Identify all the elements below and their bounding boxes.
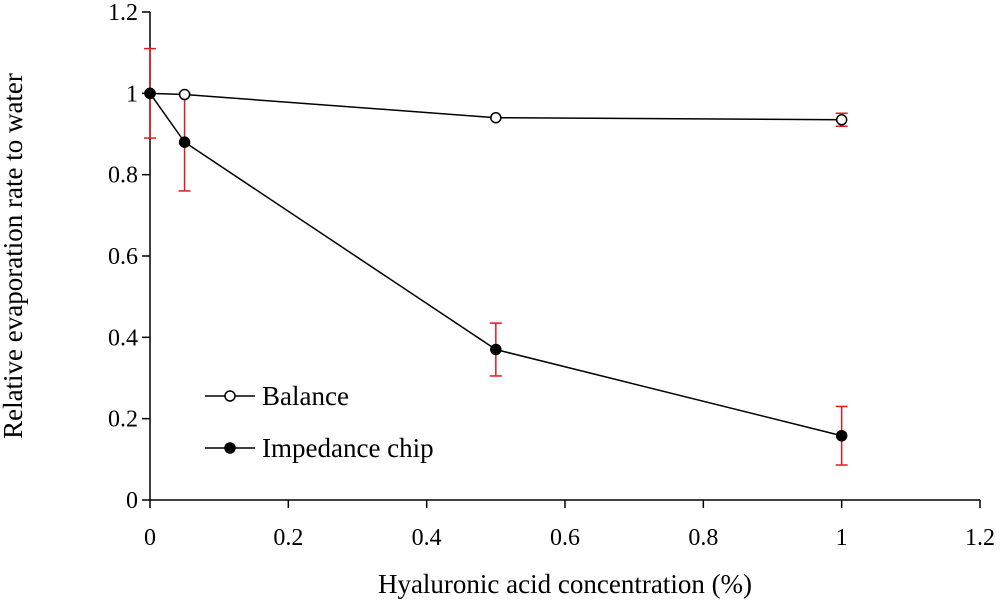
- y-tick-label: 0: [126, 488, 138, 514]
- y-tick-label: 0.6: [108, 244, 138, 270]
- point-impedance-chip: [144, 87, 156, 100]
- y-tick-label: 0.4: [108, 325, 138, 351]
- point-impedance-chip: [178, 136, 191, 148]
- x-tick-label: 0.4: [412, 525, 442, 551]
- legend-marker-impedance: [224, 442, 236, 454]
- x-tick-label: 1: [836, 525, 848, 551]
- point-impedance-chip: [490, 343, 502, 356]
- y-ticks: 0 0.2 0.4 0.6 0.8 1 1.2: [108, 0, 150, 514]
- y-tick-label: 1: [126, 81, 138, 107]
- y-tick-label: 0.2: [108, 407, 138, 433]
- error-bars: [144, 47, 848, 466]
- x-tick-label: 0: [144, 525, 156, 551]
- x-ticks: 0 0.2 0.4 0.6 0.8 1 1.2: [144, 500, 995, 551]
- y-axis-title: Relative evaporation rate to water: [0, 73, 28, 439]
- axes: [149, 12, 980, 501]
- series-line-impedance-chip: [149, 92, 842, 437]
- point-balance: [178, 88, 191, 101]
- y-tick-label: 0.8: [108, 163, 138, 189]
- legend: Balance Impedance chip: [205, 381, 434, 463]
- x-tick-label: 0.2: [273, 525, 303, 551]
- series-lines: [149, 92, 842, 437]
- legend-marker-balance: [224, 390, 236, 402]
- x-tick-label: 1.2: [965, 525, 995, 551]
- series-markers: [144, 87, 848, 442]
- legend-label-impedance: Impedance chip: [262, 433, 434, 463]
- series-line-balance: [149, 92, 842, 121]
- y-tick-label: 1.2: [108, 0, 138, 26]
- legend-label-balance: Balance: [262, 381, 349, 411]
- point-balance: [490, 111, 502, 124]
- x-tick-label: 0.8: [688, 525, 718, 551]
- x-axis-title: Hyaluronic acid concentration (%): [378, 569, 752, 599]
- x-tick-label: 0.6: [550, 525, 580, 551]
- point-balance: [835, 114, 848, 126]
- point-impedance-chip: [835, 429, 848, 442]
- series-layer: [144, 47, 848, 466]
